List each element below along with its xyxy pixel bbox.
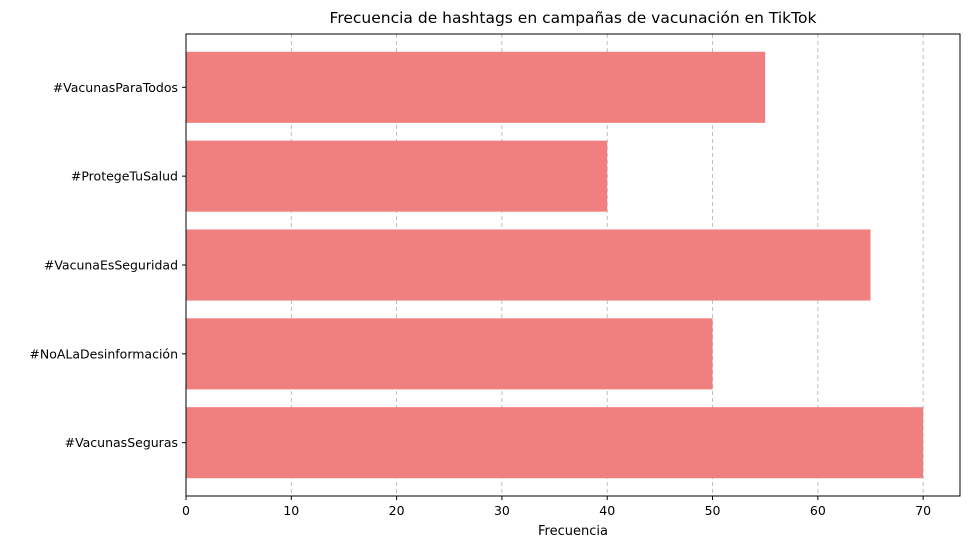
x-tick-label: 50	[705, 503, 721, 518]
chart-title: Frecuencia de hashtags en campañas de va…	[330, 9, 817, 27]
bar	[186, 229, 871, 301]
x-tick-label: 20	[389, 503, 405, 518]
bar	[186, 407, 924, 479]
y-tick-label: #VacunasSeguras	[65, 435, 178, 450]
bar	[186, 318, 713, 390]
y-axis-ticks: #VacunasSeguras #NoALaDesinformación #Vacu…	[29, 80, 186, 450]
y-tick-label: #VacunasParaTodos	[53, 80, 178, 95]
x-tick-label: 40	[599, 503, 615, 518]
bar	[186, 140, 608, 212]
x-tick-label: 10	[283, 503, 299, 518]
x-tick-label: 30	[494, 503, 510, 518]
y-tick-label: #ProtegeTuSalud	[71, 169, 178, 184]
bars-group	[186, 51, 924, 479]
x-tick-label: 70	[915, 503, 931, 518]
y-tick-label: #NoALaDesinformación	[29, 346, 178, 361]
x-axis-ticks: 0 10 20 30 40 50 60 70	[182, 496, 931, 518]
x-tick-label: 60	[810, 503, 826, 518]
x-axis-label: Frecuencia	[538, 524, 608, 539]
bar	[186, 51, 766, 123]
y-tick-label: #VacunaEsSeguridad	[44, 258, 178, 273]
x-tick-label: 0	[182, 503, 190, 518]
